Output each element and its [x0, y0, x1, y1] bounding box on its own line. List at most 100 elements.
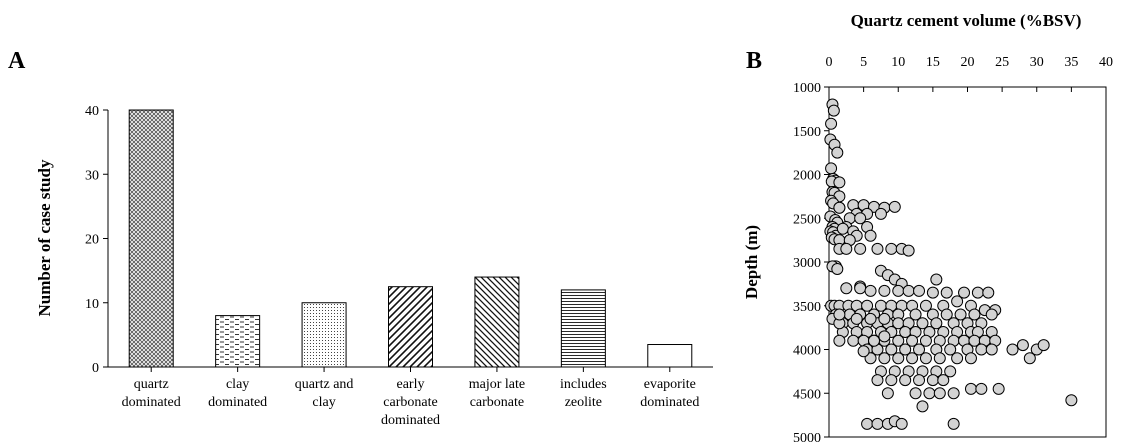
scatter-point	[985, 343, 998, 356]
scatter-point	[833, 334, 846, 347]
scatter-point	[899, 343, 912, 356]
scatter-point	[940, 308, 953, 321]
scatter-point	[964, 382, 977, 395]
scatter-x-tick-label: 0	[826, 55, 833, 70]
scatter-point	[951, 295, 964, 308]
bar-chart-y-tick-label: 0	[92, 361, 99, 376]
scatter-point	[885, 343, 898, 356]
scatter-y-tick-label: 4000	[793, 344, 821, 359]
scatter-point	[902, 284, 915, 297]
scatter-chart-plot: Quartz cement volume (%BSV) Depth (m) 0 5…	[742, 11, 1113, 445]
scatter-point	[878, 330, 891, 343]
scatter-point	[885, 374, 898, 387]
scatter-y-tick-label: 1500	[793, 125, 821, 140]
scatter-point	[906, 334, 919, 347]
scatter-point	[1006, 343, 1019, 356]
scatter-point	[892, 284, 905, 297]
scatter-point	[899, 374, 912, 387]
scatter-point	[930, 317, 943, 330]
scatter-point	[825, 162, 838, 175]
bar-chart-y-tick-label: 10	[85, 297, 99, 312]
scatter-point	[864, 312, 877, 325]
bar-chart-category-label: quartz and clay	[295, 377, 354, 410]
bar-chart-category-label: evaporite dominated	[640, 377, 699, 410]
scatter-point	[854, 282, 867, 295]
scatter-point	[940, 286, 953, 299]
scatter-x-tick-label: 5	[860, 55, 867, 70]
bar-1	[128, 109, 174, 368]
panel-label-b: B	[746, 48, 762, 74]
scatter-point	[878, 352, 891, 365]
bar-chart-y-tick-label: 30	[85, 168, 99, 183]
scatter-point	[919, 352, 932, 365]
scatter-point	[933, 387, 946, 400]
scatter-point	[951, 352, 964, 365]
scatter-point	[982, 286, 995, 299]
scatter-point	[906, 352, 919, 365]
scatter-y-tick-label: 1000	[793, 81, 821, 96]
scatter-point	[861, 299, 874, 312]
scatter-point	[840, 242, 853, 255]
bar-6	[560, 289, 606, 368]
bar-chart-category-label: major late carbonate	[469, 377, 525, 410]
scatter-chart-title: Quartz cement volume (%BSV)	[851, 11, 1082, 30]
scatter-point	[871, 242, 884, 255]
scatter-point	[968, 308, 981, 321]
scatter-point	[831, 146, 844, 159]
scatter-point	[947, 387, 960, 400]
scatter-point	[913, 374, 926, 387]
scatter-point	[833, 201, 846, 214]
scatter-point	[833, 176, 846, 189]
scatter-point	[868, 334, 881, 347]
scatter-point	[926, 286, 939, 299]
scatter-point	[864, 284, 877, 297]
bar-chart-category-label: includes zeolite	[560, 377, 607, 410]
scatter-point	[854, 212, 867, 225]
scatter-point	[892, 352, 905, 365]
scatter-point	[992, 382, 1005, 395]
scatter-point	[944, 365, 957, 378]
scatter-y-tick-label: 3500	[793, 300, 821, 315]
scatter-y-tick-label: 4500	[793, 387, 821, 402]
bar-chart-category-label: quartz dominated	[122, 377, 181, 410]
scatter-point	[888, 200, 901, 213]
bar-4	[388, 286, 433, 368]
scatter-point	[850, 312, 863, 325]
scatter-point	[895, 417, 908, 430]
scatter-point	[933, 352, 946, 365]
scatter-point	[926, 374, 939, 387]
scatter-point	[930, 273, 943, 286]
scatter-point	[964, 352, 977, 365]
scatter-point	[947, 417, 960, 430]
scatter-point	[913, 343, 926, 356]
bar-7	[647, 344, 693, 368]
scatter-point	[937, 374, 950, 387]
panel-label-a: A	[8, 48, 26, 74]
scatter-point	[954, 308, 967, 321]
scatter-point	[857, 345, 870, 358]
scatter-point	[892, 334, 905, 347]
scatter-point	[825, 117, 838, 130]
bar-5	[474, 276, 520, 368]
scatter-point	[1065, 394, 1078, 407]
scatter-point	[836, 222, 849, 235]
scatter-point	[919, 334, 932, 347]
scatter-point	[871, 417, 884, 430]
scatter-point	[861, 417, 874, 430]
scatter-point	[923, 387, 936, 400]
scatter-x-tick-label: 25	[995, 55, 1009, 70]
scatter-x-tick-label: 40	[1099, 55, 1113, 70]
scatter-point	[864, 229, 877, 242]
scatter-point	[916, 317, 929, 330]
scatter-point	[975, 343, 988, 356]
scatter-y-tick-label: 3000	[793, 256, 821, 271]
scatter-point	[833, 308, 846, 321]
scatter-point	[874, 207, 887, 220]
scatter-x-tick-label: 30	[1030, 55, 1044, 70]
bar-chart-category-label: clay dominated	[208, 377, 267, 410]
bar-chart-plot: Number of case study 0 10 20 30 40 quartz dom…	[35, 104, 713, 428]
scatter-x-tick-label: 35	[1064, 55, 1078, 70]
bar-chart-y-tick-label: 40	[85, 104, 99, 119]
